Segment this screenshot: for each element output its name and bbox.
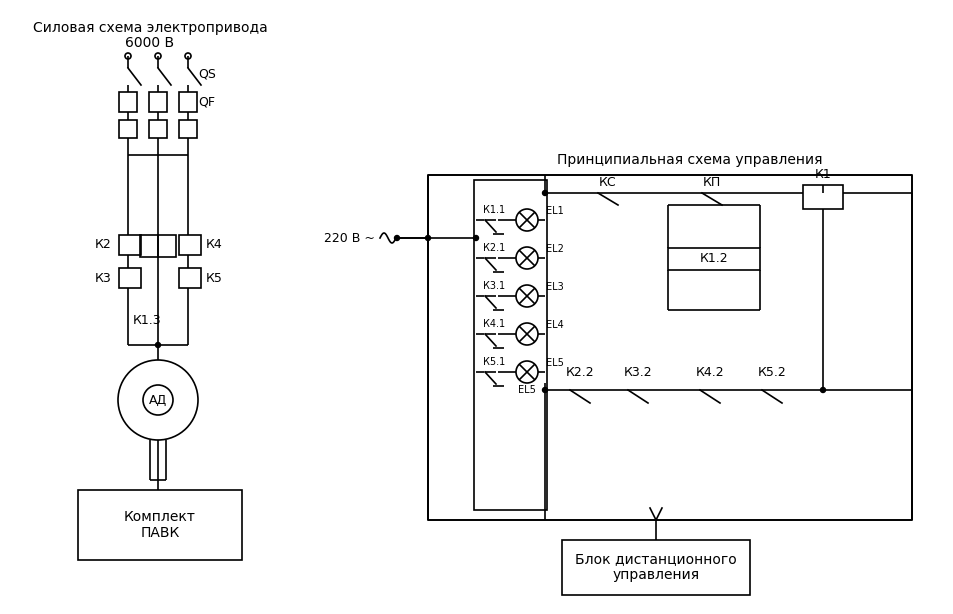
Circle shape: [425, 236, 430, 241]
Text: К1.3: К1.3: [132, 314, 161, 327]
Bar: [179, 268, 201, 288]
Circle shape: [516, 361, 537, 383]
Circle shape: [154, 53, 161, 59]
Text: К4.1: К4.1: [482, 319, 504, 329]
Text: АД: АД: [149, 394, 167, 406]
Bar: [149, 120, 167, 138]
Text: К2.1: К2.1: [482, 243, 504, 253]
Bar: [149, 92, 167, 112]
Bar: [802, 185, 842, 209]
Text: QF: QF: [198, 96, 214, 109]
Circle shape: [542, 190, 547, 195]
Text: Принципиальная схема управления: Принципиальная схема управления: [557, 153, 821, 167]
Bar: [140, 235, 158, 257]
Bar: [179, 120, 196, 138]
Text: EL5: EL5: [545, 358, 563, 368]
Bar: [119, 235, 141, 255]
Text: К1.2: К1.2: [699, 252, 727, 265]
Text: К3.2: К3.2: [623, 367, 652, 379]
Circle shape: [143, 385, 172, 415]
Circle shape: [185, 53, 191, 59]
Text: Блок дистанционного
управления: Блок дистанционного управления: [575, 552, 736, 582]
Circle shape: [516, 247, 537, 269]
Text: К1.1: К1.1: [482, 205, 504, 215]
Text: 220 В ~: 220 В ~: [324, 231, 375, 244]
Bar: [179, 235, 201, 255]
Text: К2: К2: [95, 238, 112, 252]
Text: EL5: EL5: [517, 385, 536, 395]
Text: EL1: EL1: [545, 206, 563, 216]
Bar: [561, 540, 749, 595]
Text: К1: К1: [814, 168, 830, 182]
Text: К3: К3: [95, 271, 112, 284]
Text: К5: К5: [206, 271, 223, 284]
Text: К5.1: К5.1: [482, 357, 504, 367]
Bar: [158, 235, 175, 257]
Bar: [667, 248, 760, 270]
Circle shape: [473, 236, 478, 241]
Text: КП: КП: [702, 176, 720, 188]
Bar: [78, 490, 242, 560]
Text: 6000 В: 6000 В: [125, 36, 174, 50]
Bar: [428, 175, 911, 520]
Text: QS: QS: [198, 68, 215, 80]
Text: EL3: EL3: [545, 282, 563, 292]
Bar: [474, 180, 546, 510]
Bar: [119, 268, 141, 288]
Bar: [119, 120, 137, 138]
Text: EL2: EL2: [545, 244, 563, 254]
Circle shape: [516, 323, 537, 345]
Text: КС: КС: [598, 176, 617, 188]
Circle shape: [516, 285, 537, 307]
Text: К2.2: К2.2: [565, 367, 594, 379]
Text: К4: К4: [206, 238, 222, 252]
Text: К5.2: К5.2: [757, 367, 785, 379]
Circle shape: [118, 360, 198, 440]
Text: К3.1: К3.1: [482, 281, 504, 291]
Text: EL4: EL4: [545, 320, 563, 330]
Bar: [119, 92, 137, 112]
Text: Комплект
ПАВК: Комплект ПАВК: [124, 510, 195, 540]
Circle shape: [542, 387, 547, 392]
Circle shape: [155, 343, 160, 348]
Circle shape: [820, 387, 824, 392]
Circle shape: [395, 236, 399, 241]
Bar: [179, 92, 196, 112]
Circle shape: [125, 53, 131, 59]
Circle shape: [516, 209, 537, 231]
Text: К4.2: К4.2: [695, 367, 723, 379]
Text: Силовая схема электропривода: Силовая схема электропривода: [32, 21, 267, 35]
